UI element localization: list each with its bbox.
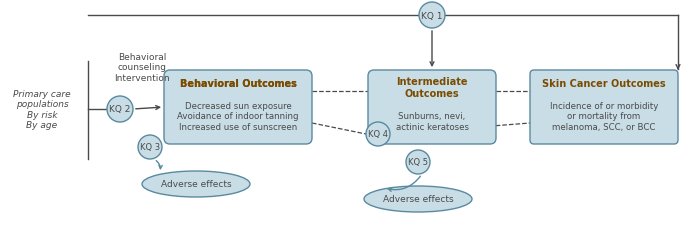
Circle shape	[107, 97, 133, 122]
Text: KQ 5: KQ 5	[408, 158, 428, 167]
Text: Sunburns, nevi,
actinic keratoses: Sunburns, nevi, actinic keratoses	[395, 112, 469, 131]
Text: KQ 3: KQ 3	[140, 143, 160, 152]
Text: KQ 1: KQ 1	[422, 11, 443, 20]
Circle shape	[138, 135, 162, 159]
Text: Adverse effects: Adverse effects	[383, 195, 453, 204]
Text: KQ 4: KQ 4	[368, 130, 388, 139]
FancyBboxPatch shape	[164, 71, 312, 144]
Circle shape	[366, 122, 390, 146]
Text: Behavioral Outcomes: Behavioral Outcomes	[179, 79, 297, 89]
Text: Primary care
populations
By risk
By age: Primary care populations By risk By age	[13, 90, 71, 130]
Text: KQ 2: KQ 2	[109, 105, 130, 114]
Text: Incidence of or morbidity
or mortality from
melanoma, SCC, or BCC: Incidence of or morbidity or mortality f…	[550, 102, 658, 131]
FancyBboxPatch shape	[530, 71, 678, 144]
Circle shape	[419, 3, 445, 29]
Ellipse shape	[364, 186, 472, 212]
Text: Adverse effects: Adverse effects	[161, 180, 231, 189]
Circle shape	[406, 150, 430, 174]
Text: Intermediate
Outcomes: Intermediate Outcomes	[396, 77, 468, 98]
Ellipse shape	[142, 171, 250, 197]
Text: Skin Cancer Outcomes: Skin Cancer Outcomes	[542, 79, 666, 89]
Text: Behavioral Outcomes: Behavioral Outcomes	[179, 79, 297, 89]
Text: Decreased sun exposure
Avoidance of indoor tanning
Increased use of sunscreen: Decreased sun exposure Avoidance of indo…	[177, 102, 299, 131]
Text: Behavioral
counseling
Intervention: Behavioral counseling Intervention	[114, 53, 170, 83]
FancyBboxPatch shape	[368, 71, 496, 144]
